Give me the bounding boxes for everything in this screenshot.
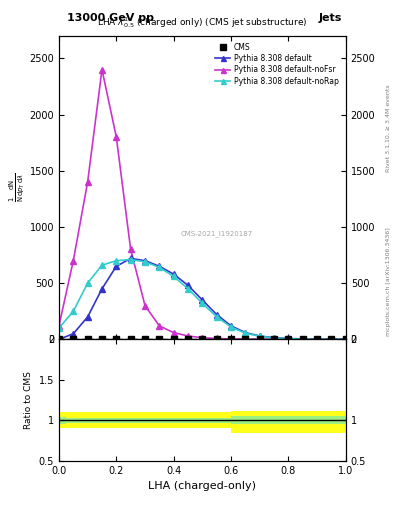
Pythia 8.308 default-noRap — [200, 301, 205, 307]
Text: mcplots.cern.ch [arXiv:1306.3436]: mcplots.cern.ch [arXiv:1306.3436] — [386, 227, 391, 336]
Pythia 8.308 default-noFsr — [171, 330, 176, 336]
Pythia 8.308 default-noRap — [157, 264, 162, 270]
CMS — [128, 336, 133, 343]
Pythia 8.308 default — [143, 258, 147, 264]
Line: Pythia 8.308 default-noFsr: Pythia 8.308 default-noFsr — [56, 67, 349, 342]
Line: CMS: CMS — [55, 336, 349, 343]
CMS — [100, 336, 105, 343]
Pythia 8.308 default-noRap — [85, 280, 90, 286]
CMS — [329, 336, 334, 343]
Pythia 8.308 default — [300, 336, 305, 342]
Pythia 8.308 default-noFsr — [329, 336, 334, 343]
Pythia 8.308 default — [243, 330, 248, 336]
Pythia 8.308 default-noFsr — [243, 336, 248, 342]
Line: Pythia 8.308 default: Pythia 8.308 default — [56, 255, 349, 342]
Pythia 8.308 default-noRap — [315, 336, 320, 343]
CMS — [143, 336, 147, 343]
Pythia 8.308 default-noRap — [215, 314, 219, 320]
Pythia 8.308 default-noRap — [343, 336, 348, 343]
Pythia 8.308 default-noRap — [143, 259, 147, 265]
Legend: CMS, Pythia 8.308 default, Pythia 8.308 default-noFsr, Pythia 8.308 default-noRa: CMS, Pythia 8.308 default, Pythia 8.308 … — [212, 39, 342, 89]
Pythia 8.308 default-noRap — [171, 273, 176, 280]
CMS — [257, 336, 262, 343]
Pythia 8.308 default — [343, 336, 348, 343]
CMS — [200, 336, 205, 343]
Pythia 8.308 default-noFsr — [100, 67, 105, 73]
Pythia 8.308 default-noFsr — [229, 336, 233, 342]
Pythia 8.308 default-noFsr — [143, 303, 147, 309]
Y-axis label: Ratio to CMS: Ratio to CMS — [24, 371, 33, 429]
CMS — [114, 336, 119, 343]
CMS — [229, 336, 233, 343]
Pythia 8.308 default-noFsr — [85, 179, 90, 185]
Pythia 8.308 default-noRap — [286, 336, 291, 342]
Pythia 8.308 default-noRap — [329, 336, 334, 343]
Pythia 8.308 default — [171, 271, 176, 278]
Pythia 8.308 default — [128, 255, 133, 262]
Pythia 8.308 default — [157, 263, 162, 269]
Pythia 8.308 default — [329, 336, 334, 343]
Pythia 8.308 default-noFsr — [343, 336, 348, 343]
Pythia 8.308 default-noFsr — [300, 336, 305, 343]
CMS — [315, 336, 320, 343]
Pythia 8.308 default-noFsr — [114, 134, 119, 140]
Pythia 8.308 default-noFsr — [257, 336, 262, 342]
Pythia 8.308 default-noRap — [57, 325, 61, 331]
Pythia 8.308 default — [100, 286, 105, 292]
Pythia 8.308 default-noRap — [229, 324, 233, 330]
Pythia 8.308 default — [257, 333, 262, 339]
Pythia 8.308 default — [200, 297, 205, 303]
CMS — [272, 336, 277, 343]
CMS — [215, 336, 219, 343]
CMS — [186, 336, 191, 343]
Y-axis label: $\frac{1}{\mathrm{N}} \frac{\mathrm{d}\mathrm{N}}{\mathrm{d}p_T\,\mathrm{d}\lamb: $\frac{1}{\mathrm{N}} \frac{\mathrm{d}\m… — [7, 173, 27, 202]
Pythia 8.308 default — [315, 336, 320, 342]
Pythia 8.308 default — [71, 331, 75, 337]
Pythia 8.308 default-noRap — [300, 336, 305, 342]
Pythia 8.308 default — [286, 335, 291, 342]
Pythia 8.308 default — [272, 335, 277, 341]
Pythia 8.308 default-noFsr — [200, 335, 205, 341]
Pythia 8.308 default — [114, 263, 119, 269]
CMS — [286, 336, 291, 343]
CMS — [57, 336, 61, 343]
CMS — [71, 336, 75, 343]
Pythia 8.308 default-noFsr — [186, 333, 191, 339]
Pythia 8.308 default-noFsr — [57, 323, 61, 329]
CMS — [243, 336, 248, 343]
CMS — [85, 336, 90, 343]
Pythia 8.308 default-noRap — [128, 257, 133, 263]
Pythia 8.308 default-noFsr — [128, 246, 133, 252]
Pythia 8.308 default-noFsr — [215, 335, 219, 342]
Pythia 8.308 default — [85, 314, 90, 320]
Pythia 8.308 default — [186, 282, 191, 288]
Pythia 8.308 default-noRap — [71, 308, 75, 314]
Text: 13000 GeV pp: 13000 GeV pp — [67, 13, 154, 23]
X-axis label: LHA (charged-only): LHA (charged-only) — [149, 481, 256, 491]
Pythia 8.308 default-noFsr — [71, 258, 75, 264]
Text: LHA $\lambda^{1}_{0.5}$ (charged only) (CMS jet substructure): LHA $\lambda^{1}_{0.5}$ (charged only) (… — [97, 15, 308, 30]
Pythia 8.308 default-noRap — [114, 258, 119, 264]
Pythia 8.308 default-noRap — [272, 335, 277, 341]
CMS — [171, 336, 176, 343]
Pythia 8.308 default-noRap — [243, 330, 248, 336]
Text: Rivet 3.1.10, ≥ 3.4M events: Rivet 3.1.10, ≥ 3.4M events — [386, 84, 391, 172]
CMS — [343, 336, 348, 343]
Pythia 8.308 default — [229, 323, 233, 329]
Pythia 8.308 default-noRap — [100, 262, 105, 268]
Pythia 8.308 default-noRap — [186, 286, 191, 292]
Pythia 8.308 default — [57, 336, 61, 343]
CMS — [300, 336, 305, 343]
Pythia 8.308 default-noFsr — [315, 336, 320, 343]
Pythia 8.308 default-noRap — [257, 333, 262, 339]
Pythia 8.308 default-noFsr — [157, 323, 162, 329]
CMS — [157, 336, 162, 343]
Line: Pythia 8.308 default-noRap: Pythia 8.308 default-noRap — [56, 257, 349, 342]
Pythia 8.308 default — [215, 312, 219, 318]
Text: Jets: Jets — [319, 13, 342, 23]
Text: CMS-2021_I1920187: CMS-2021_I1920187 — [181, 230, 253, 237]
Pythia 8.308 default-noFsr — [272, 336, 277, 343]
Pythia 8.308 default-noFsr — [286, 336, 291, 343]
